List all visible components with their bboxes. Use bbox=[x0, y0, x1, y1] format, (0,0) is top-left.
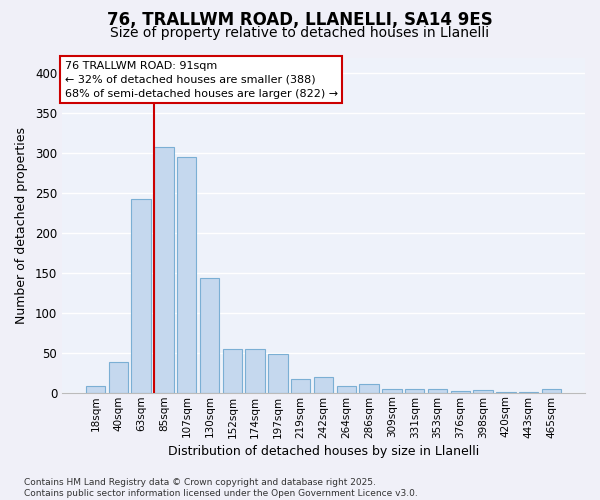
Bar bbox=[337, 386, 356, 392]
Bar bbox=[131, 198, 151, 392]
Bar bbox=[109, 362, 128, 392]
Text: 76 TRALLWM ROAD: 91sqm
← 32% of detached houses are smaller (388)
68% of semi-de: 76 TRALLWM ROAD: 91sqm ← 32% of detached… bbox=[65, 61, 338, 99]
Bar bbox=[177, 157, 196, 392]
Bar bbox=[451, 391, 470, 392]
Text: 76, TRALLWM ROAD, LLANELLI, SA14 9ES: 76, TRALLWM ROAD, LLANELLI, SA14 9ES bbox=[107, 11, 493, 29]
Bar bbox=[359, 384, 379, 392]
Y-axis label: Number of detached properties: Number of detached properties bbox=[15, 126, 28, 324]
Bar bbox=[223, 349, 242, 393]
X-axis label: Distribution of detached houses by size in Llanelli: Distribution of detached houses by size … bbox=[168, 444, 479, 458]
Bar bbox=[314, 378, 333, 392]
Bar bbox=[405, 390, 424, 392]
Bar bbox=[382, 388, 401, 392]
Bar bbox=[154, 147, 173, 392]
Text: Size of property relative to detached houses in Llanelli: Size of property relative to detached ho… bbox=[110, 26, 490, 40]
Bar bbox=[268, 354, 287, 393]
Bar bbox=[291, 379, 310, 392]
Bar bbox=[473, 390, 493, 392]
Bar bbox=[86, 386, 105, 392]
Text: Contains HM Land Registry data © Crown copyright and database right 2025.
Contai: Contains HM Land Registry data © Crown c… bbox=[24, 478, 418, 498]
Bar bbox=[245, 349, 265, 393]
Bar bbox=[542, 388, 561, 392]
Bar bbox=[200, 278, 219, 392]
Bar bbox=[428, 390, 447, 392]
